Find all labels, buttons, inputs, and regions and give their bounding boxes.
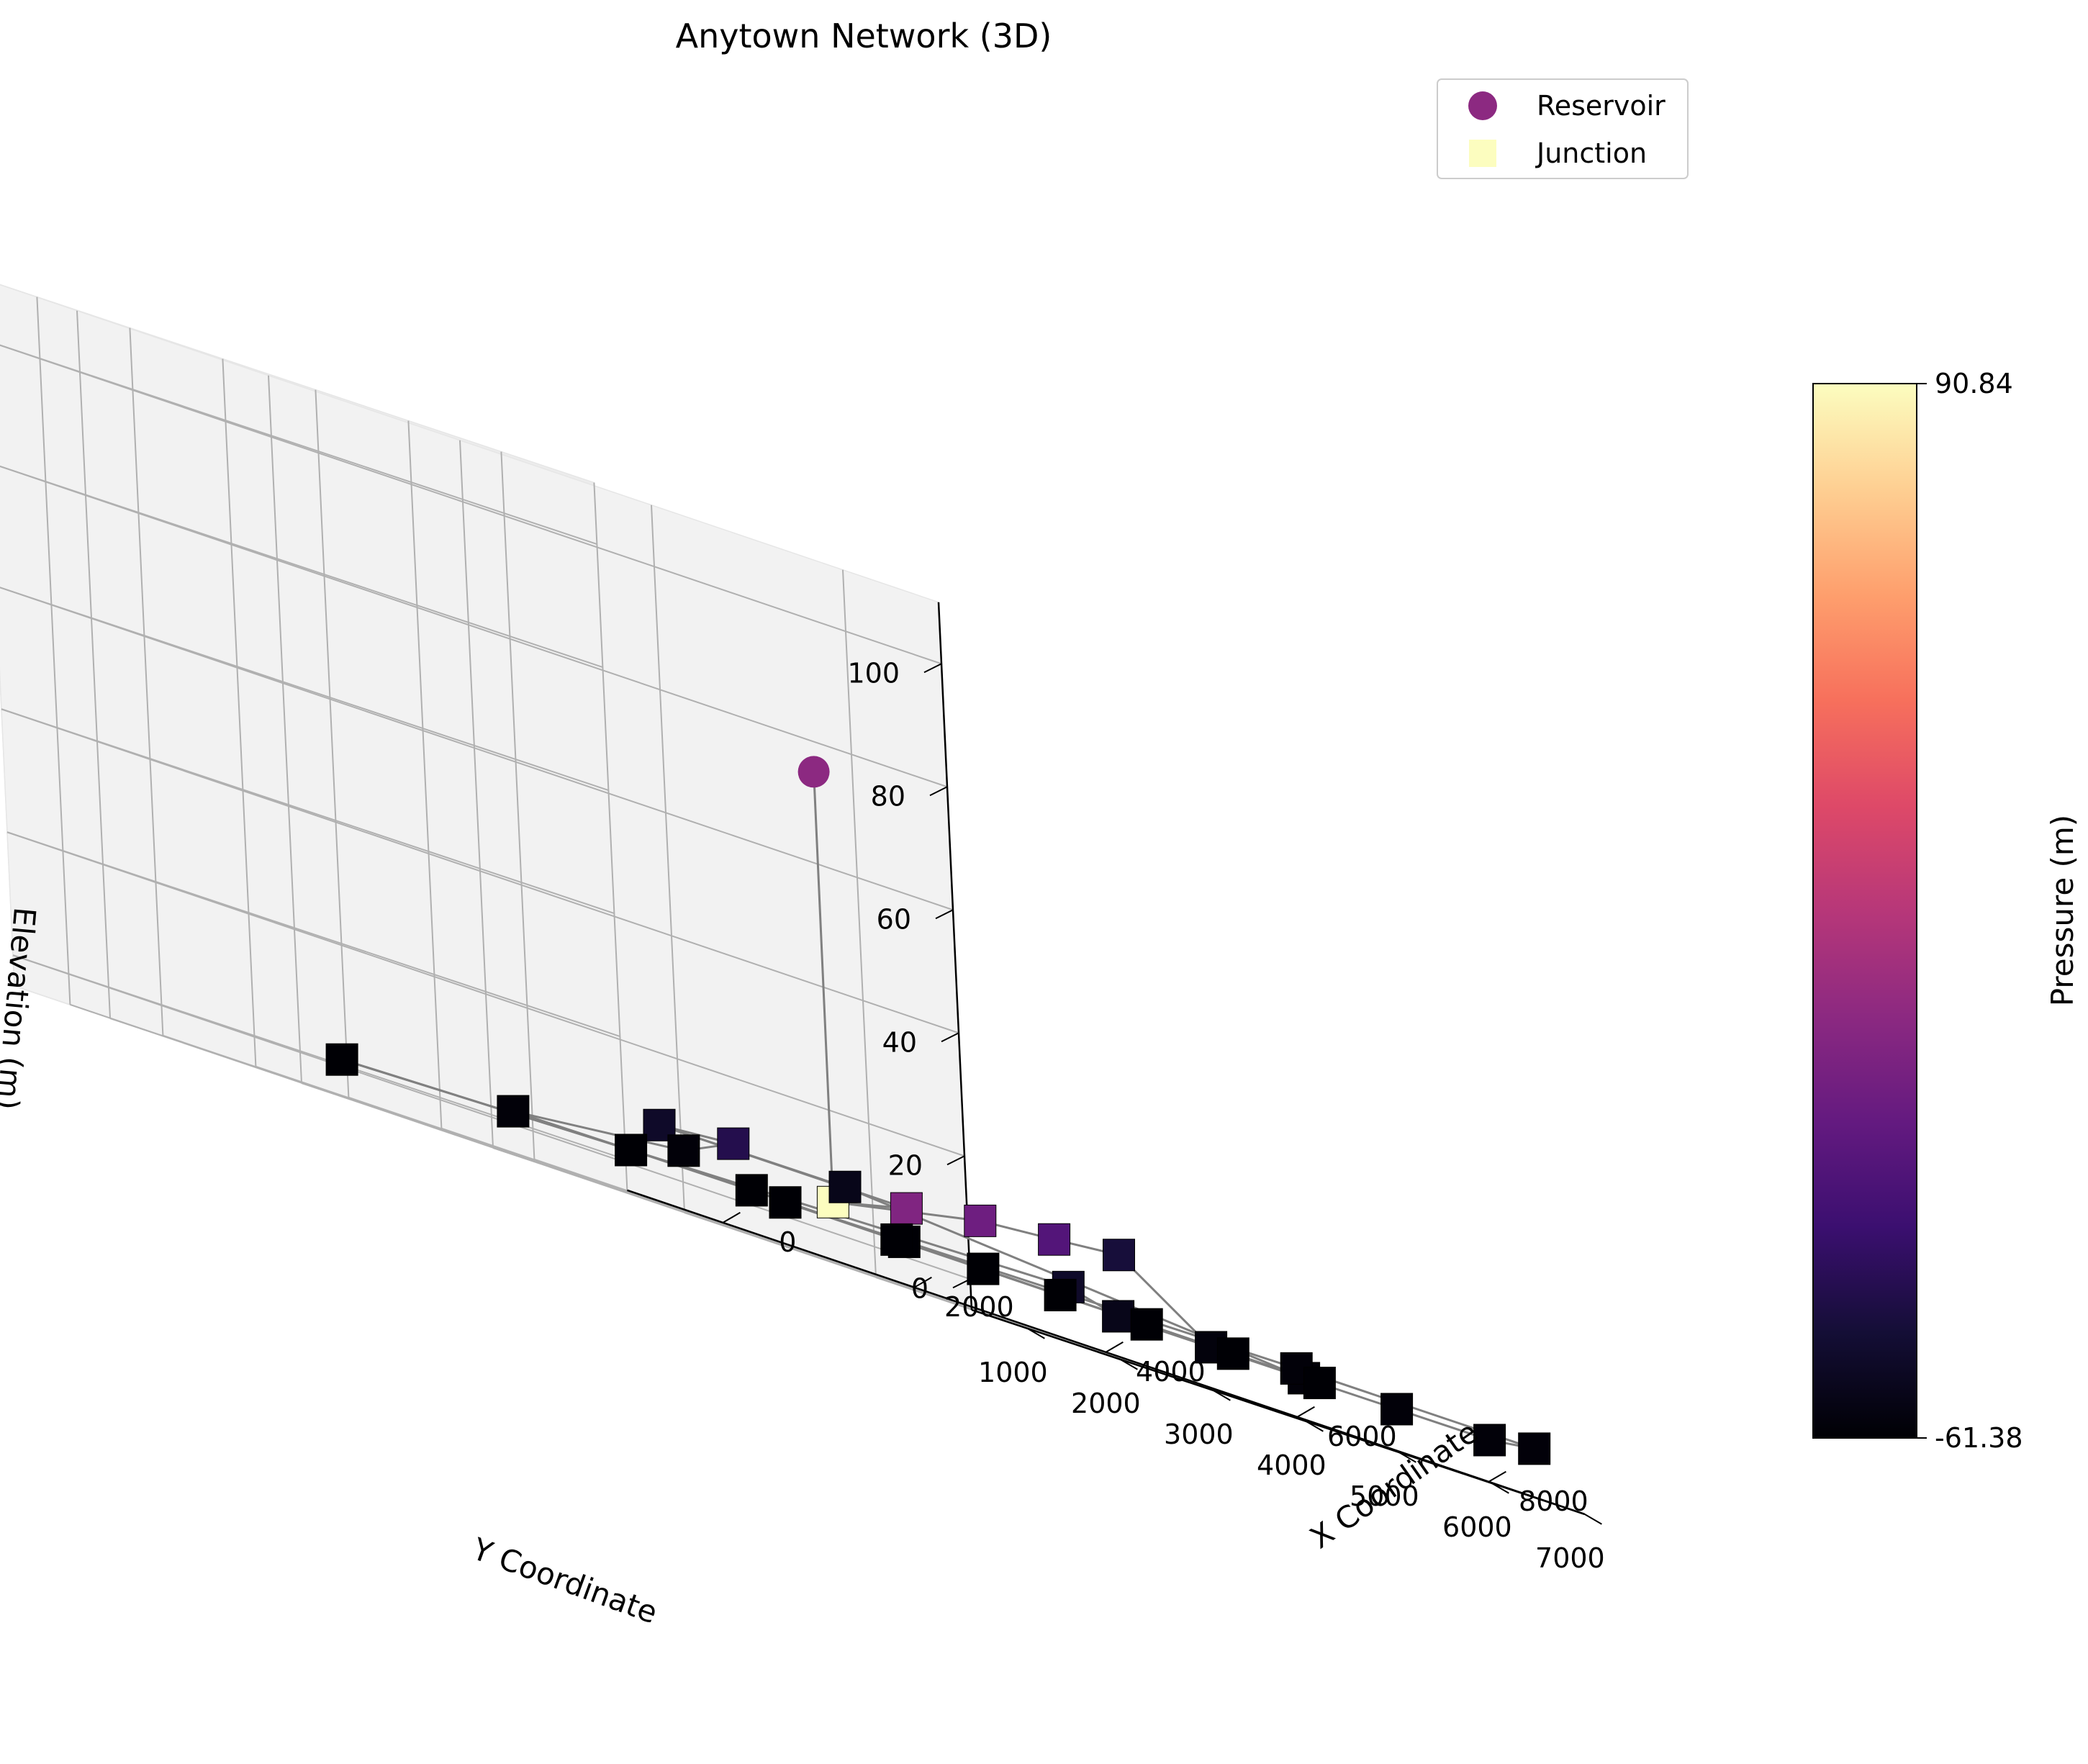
y-tick <box>1583 1513 1602 1525</box>
junction-marker <box>667 1134 700 1167</box>
y-tick-label: 3000 <box>1164 1419 1234 1450</box>
junction-marker <box>1303 1367 1336 1400</box>
legend-reservoir-label: Reservoir <box>1537 90 1666 122</box>
x-tick <box>1105 1341 1124 1353</box>
junction-marker <box>1518 1432 1551 1465</box>
axes-lines <box>626 602 1585 1515</box>
grid-x-side <box>842 569 877 1278</box>
x-tick <box>1488 1470 1506 1483</box>
pipe-link <box>512 1110 684 1152</box>
grid-y-back <box>500 451 535 1159</box>
pipe-link <box>512 1110 632 1152</box>
junction-marker <box>325 1043 358 1076</box>
junction-marker <box>735 1174 768 1207</box>
x-tick-label: 8000 <box>1519 1485 1588 1517</box>
z-tick-label: 60 <box>877 903 911 935</box>
junction-marker <box>497 1095 530 1128</box>
z-tick-label: 80 <box>871 780 905 812</box>
y-tick <box>1026 1327 1045 1339</box>
grid-x-side <box>459 440 494 1149</box>
x-tick-label: 0 <box>779 1226 796 1258</box>
chart-title: Anytown Network (3D) <box>676 17 1052 55</box>
junction-marker <box>1038 1223 1071 1256</box>
colorbar-label: Pressure (m) <box>2045 815 2080 1006</box>
z-tick <box>935 909 954 920</box>
x-axis-line <box>626 1189 1585 1515</box>
colorbar-gradient <box>1812 383 1917 1439</box>
x-tick-label: 4000 <box>1136 1356 1206 1388</box>
pipe-link <box>631 1149 752 1192</box>
pipe-link <box>813 772 834 1203</box>
z-axis-label: Elevation (m) <box>0 906 42 1111</box>
z-tick <box>929 786 948 797</box>
legend: Reservoir Junction <box>1437 78 1689 179</box>
junction-marker <box>1473 1424 1506 1457</box>
grid-y-back <box>407 420 443 1128</box>
y-tick <box>1119 1358 1138 1370</box>
colorbar: 90.84 -61.38 Pressure (m) <box>1812 368 2080 1454</box>
junction-marker <box>1102 1300 1135 1333</box>
junction-marker <box>880 1223 913 1256</box>
z-tick <box>923 663 942 674</box>
grid-x-side <box>651 505 685 1213</box>
legend-junction-marker <box>1469 140 1496 167</box>
junction-marker <box>1380 1393 1414 1426</box>
junction-marker <box>828 1170 862 1203</box>
axes-panes <box>0 284 1585 1515</box>
y-tick-label: 5000 <box>1350 1480 1419 1512</box>
grid-y-back <box>315 389 350 1098</box>
side-pane <box>0 284 972 1311</box>
junction-marker <box>1130 1308 1163 1341</box>
junction-marker <box>615 1134 648 1167</box>
x-tick <box>722 1211 741 1224</box>
z-tick-label: 0 <box>911 1272 928 1304</box>
junction-marker <box>1044 1278 1077 1311</box>
colorbar-max-label: 90.84 <box>1935 368 2013 399</box>
z-tick <box>946 1155 965 1166</box>
y-tick-label: 1000 <box>978 1357 1048 1388</box>
axes-ticks: 1000200030004000500060007000020004000600… <box>722 657 1605 1574</box>
z-axis-line <box>937 602 973 1311</box>
junction-marker <box>967 1252 1000 1285</box>
grid-y-back <box>129 327 164 1036</box>
z-tick <box>941 1032 959 1043</box>
y-tick-label: 7000 <box>1535 1542 1605 1574</box>
y-tick-label: 6000 <box>1442 1511 1512 1543</box>
x-tick <box>913 1276 932 1288</box>
y-tick <box>1305 1420 1324 1432</box>
junction-marker <box>1216 1337 1249 1370</box>
junction-marker <box>717 1127 750 1160</box>
y-tick <box>1398 1451 1416 1463</box>
grid-y-back <box>593 482 628 1190</box>
junction-marker <box>1103 1239 1135 1272</box>
junction-marker <box>769 1186 802 1219</box>
x-tick-label: 2000 <box>944 1291 1014 1323</box>
y-tick <box>1212 1389 1231 1401</box>
node-markers <box>325 756 1551 1465</box>
x-tick <box>1296 1406 1315 1418</box>
legend-reservoir-marker <box>1468 91 1497 120</box>
grid-x-side <box>268 375 302 1084</box>
z-tick-label: 100 <box>847 657 900 689</box>
z-tick-label: 40 <box>882 1026 917 1058</box>
grid-y-back <box>36 297 71 1005</box>
y-axis-label: Y Coordinate <box>467 1531 662 1630</box>
reservoir-marker <box>797 756 830 788</box>
x-tick-label: 6000 <box>1327 1421 1397 1452</box>
colorbar-min-label: -61.38 <box>1935 1422 2023 1454</box>
y-tick-label: 4000 <box>1257 1449 1327 1481</box>
legend-frame <box>1437 78 1689 179</box>
junction-marker <box>890 1192 923 1225</box>
y-tick-label: 2000 <box>1071 1388 1141 1419</box>
junction-marker <box>964 1204 997 1237</box>
y-tick <box>1491 1482 1509 1494</box>
z-tick-label: 20 <box>888 1149 923 1181</box>
grid-x-side <box>76 310 111 1019</box>
grid-y-back <box>222 358 257 1067</box>
legend-junction-label: Junction <box>1535 137 1647 169</box>
